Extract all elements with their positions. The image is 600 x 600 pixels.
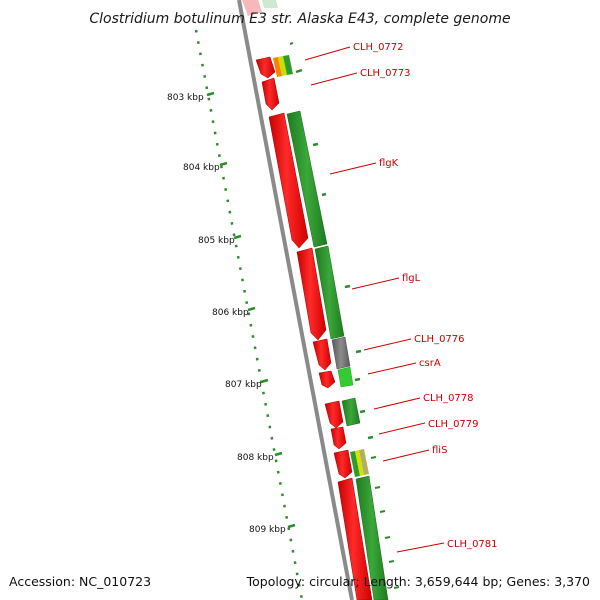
leader-clh0773: [310, 72, 358, 86]
function-block-clh0781[interactable]: [355, 475, 389, 600]
ruler-label: 807 kbp: [225, 380, 262, 390]
gene-arrow-clh0773[interactable]: [261, 77, 280, 111]
gene-arrow-clh0779[interactable]: [330, 426, 347, 450]
ruler-label: 809 kbp: [249, 525, 286, 535]
function-block-clh0772-c[interactable]: [283, 55, 293, 75]
ruler-label: 806 kbp: [212, 308, 249, 318]
ruler-ticks: [206, 91, 296, 529]
ruler-tick-807: [260, 378, 269, 384]
ruler-label: 804 kbp: [183, 163, 220, 173]
leader-flgl: [351, 277, 400, 290]
gene-arrow-csra[interactable]: [318, 370, 336, 389]
function-block-flgk[interactable]: [286, 110, 328, 248]
ruler-label: 808 kbp: [237, 453, 274, 463]
gene-arrow-clh0781[interactable]: [337, 477, 373, 600]
accession-text: Accession: NC_010723: [9, 574, 151, 589]
gene-label-clh0773[interactable]: CLH_0773: [360, 68, 411, 79]
gene-label-flgl[interactable]: flgL: [402, 273, 421, 284]
ruler-tick-805: [233, 234, 242, 240]
gene-arrow-flgl[interactable]: [296, 247, 327, 341]
function-block-clh0776[interactable]: [331, 336, 351, 370]
function-block-flis-a[interactable]: [350, 451, 360, 477]
gene-label-csra[interactable]: csrA: [419, 358, 441, 369]
gene-arrow-flis[interactable]: [333, 449, 353, 479]
ruler-tick-808: [274, 451, 283, 457]
leader-csra: [367, 362, 417, 375]
function-track: [273, 55, 389, 600]
ruler-label: 805 kbp: [198, 236, 235, 246]
genome-summary-text: Topology: circular; Length: 3,659,644 bp…: [246, 574, 590, 589]
function-block-flis-b[interactable]: [355, 450, 364, 476]
function-block-clh0772-b[interactable]: [278, 56, 287, 76]
gene-label-clh0772[interactable]: CLH_0772: [353, 42, 404, 53]
function-block-flis-c[interactable]: [359, 449, 369, 475]
ruler-tick-806: [247, 306, 256, 312]
ruler-tick-804: [219, 161, 228, 167]
ruler-dotted-line: [194, 29, 304, 600]
leader-clh0778: [373, 397, 421, 410]
ruler-tick-809: [287, 523, 296, 529]
gene-label-clh0781[interactable]: CLH_0781: [447, 539, 498, 550]
gene-label-clh0779[interactable]: CLH_0779: [428, 419, 479, 430]
gene-label-flis[interactable]: fliS: [432, 445, 447, 456]
gene-arrow-clh0772[interactable]: [255, 56, 276, 79]
function-fragment-top: [262, 0, 278, 8]
map-title: Clostridium botulinum E3 str. Alaska E43…: [89, 11, 510, 27]
outer-track-marks: [289, 42, 400, 589]
leader-clh0781: [396, 542, 445, 553]
function-block-csra[interactable]: [337, 366, 354, 388]
gene-fragment-top: [242, 0, 262, 16]
leader-clh0779: [378, 422, 426, 435]
function-block-clh0778[interactable]: [341, 397, 361, 427]
label-leaders: [304, 46, 445, 553]
leader-flgk: [329, 162, 377, 175]
leader-clh0772: [304, 46, 351, 61]
function-block-clh0772-a[interactable]: [273, 57, 282, 77]
cds-track: [255, 56, 373, 600]
leader-flis: [382, 449, 430, 462]
leader-clh0776: [363, 338, 412, 351]
ruler-label: 803 kbp: [167, 93, 204, 103]
ruler-labels: 803 kbp 804 kbp 805 kbp 806 kbp 807 kbp …: [167, 93, 286, 535]
gene-label-flgk[interactable]: flgK: [379, 158, 399, 169]
gene-arrow-clh0776[interactable]: [312, 338, 332, 371]
gene-labels: CLH_0772 CLH_0773 flgK flgL CLH_0776 csr…: [353, 42, 498, 550]
genome-backbone[interactable]: [237, 0, 354, 600]
gene-label-clh0778[interactable]: CLH_0778: [423, 393, 474, 404]
gene-arrow-clh0778[interactable]: [324, 400, 344, 429]
function-block-flgl[interactable]: [314, 245, 345, 340]
gene-label-clh0776[interactable]: CLH_0776: [414, 334, 465, 345]
gene-arrow-flgk[interactable]: [268, 112, 309, 249]
ruler-tick-803: [206, 91, 215, 97]
